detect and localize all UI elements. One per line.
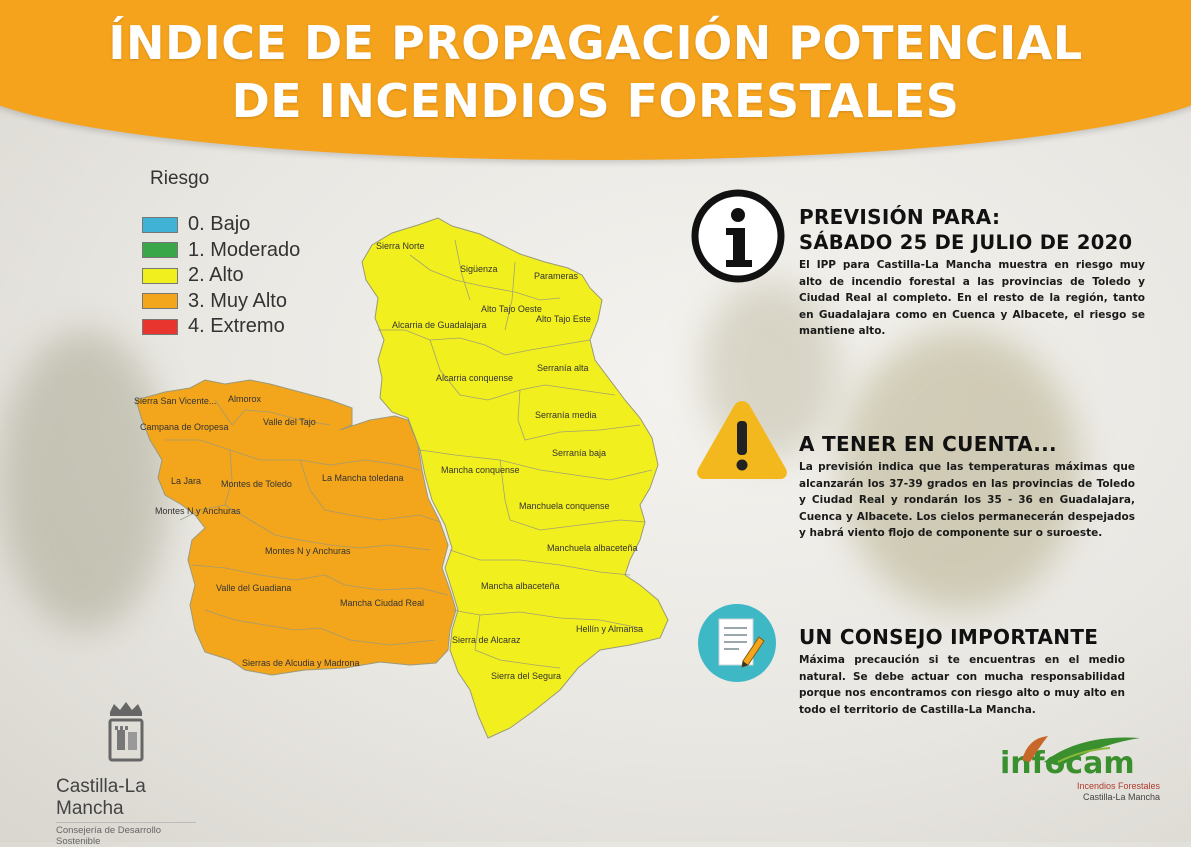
zone-label: Montes de Toledo <box>221 479 292 489</box>
legend-label: 2. Alto <box>188 264 244 287</box>
legend-label: 3. Muy Alto <box>188 289 287 312</box>
background-figure <box>840 330 1080 610</box>
legend-swatch <box>142 242 178 259</box>
warning-text: La previsión indica que las temperaturas… <box>799 461 1135 539</box>
zone-label: Campana de Oropesa <box>140 422 229 432</box>
zone-label: Sierra del Segura <box>491 671 561 681</box>
jccm-name: Castilla-La Mancha <box>56 776 146 819</box>
zone-label: Serranía alta <box>537 363 589 373</box>
jccm-logo: Castilla-La Mancha Consejería de Desarro… <box>56 700 216 847</box>
title-banner <box>0 0 1191 160</box>
legend-item: 2. Alto <box>142 263 300 289</box>
zone-label: Sierra San Vicente... <box>134 396 216 406</box>
zone-label: Serranía media <box>535 410 597 420</box>
zone-label: Alcarria conquense <box>436 373 513 383</box>
zone-label: Sierra Norte <box>376 241 425 251</box>
notepad-icon <box>698 604 776 682</box>
legend-swatch <box>142 216 178 233</box>
zone-label: Sigüenza <box>460 264 498 274</box>
title-line-2: DE INCENDIOS FORESTALES <box>231 74 960 128</box>
forecast-title: PREVISIÓN PARA: <box>799 205 1001 229</box>
zone-label: Mancha Ciudad Real <box>340 598 424 608</box>
zone-label: Mancha albaceteña <box>481 581 560 591</box>
zone-label: Montes N y Anchuras <box>265 546 351 556</box>
legend-item: 4. Extremo <box>142 314 300 340</box>
background-figure <box>0 330 170 630</box>
advice-title: UN CONSEJO IMPORTANTE <box>799 625 1099 649</box>
advice-block: UN CONSEJO IMPORTANTE Máxima precaución … <box>799 625 1125 718</box>
infocam-subtitle: Incendios Forestales <box>1076 781 1160 791</box>
zone-label: Valle del Guadiana <box>216 583 291 593</box>
zone-label: Manchuela albaceteña <box>547 543 638 553</box>
zone-borders <box>165 239 653 669</box>
legend-title: Riesgo <box>150 168 210 189</box>
legend-item: 0. Bajo <box>142 212 300 238</box>
legend-swatch <box>142 318 178 335</box>
zone-label: Valle del Tajo <box>263 417 316 427</box>
zone-label: Sierra de Alcaraz <box>452 635 521 645</box>
forecast-block: PREVISIÓN PARA: SÁBADO 25 DE JULIO DE 20… <box>799 205 1145 340</box>
map-region-alto <box>361 217 669 739</box>
zone-label: Manchuela conquense <box>519 501 610 511</box>
zone-label: Mancha conquense <box>441 465 520 475</box>
zone-label: Almorox <box>228 394 262 404</box>
zone-label: Montes N y Anchuras <box>155 506 241 516</box>
zone-label: Alto Tajo Oeste <box>481 304 542 314</box>
legend-label: 0. Bajo <box>188 213 251 236</box>
forecast-text: El IPP para Castilla-La Mancha muestra e… <box>799 259 1145 337</box>
info-icon <box>691 189 785 283</box>
legend-item: 1. Moderado <box>142 238 300 264</box>
warning-icon <box>697 401 787 479</box>
map-region-muy-alto <box>135 379 457 676</box>
warning-title: A TENER EN CUENTA... <box>799 432 1057 456</box>
jccm-subtitle: Consejería de Desarrollo Sostenible <box>56 822 196 847</box>
map-legend: Riesgo 0. Bajo 1. Moderado 2. Alto 3. Mu… <box>142 168 300 340</box>
zone-label: Alto Tajo Este <box>536 314 591 324</box>
legend-item: 3. Muy Alto <box>142 289 300 315</box>
leaf-swoosh-icon <box>1022 736 1140 766</box>
zone-label: Serranía baja <box>552 448 606 458</box>
legend-swatch <box>142 267 178 284</box>
zone-label: La Mancha toledana <box>322 473 404 483</box>
forecast-date: SÁBADO 25 DE JULIO DE 2020 <box>799 231 1133 254</box>
warning-block: A TENER EN CUENTA... La previsión indica… <box>799 432 1135 542</box>
legend-label: 1. Moderado <box>188 238 301 261</box>
infocam-subtitle-2: Castilla-La Mancha <box>1082 792 1160 802</box>
advice-text: Máxima precaución si te encuentras en el… <box>799 654 1125 716</box>
map-labels: Sierra Norte Sigüenza Parameras Alto Taj… <box>134 241 643 681</box>
infocam-logo: infocam Incendios Forestales Castilla-La… <box>1000 732 1160 803</box>
zone-label: Sierras de Alcudia y Madrona <box>242 658 360 668</box>
zone-label: Alcarria de Guadalajara <box>392 320 487 330</box>
title-line-1: ÍNDICE DE PROPAGACIÓN POTENCIAL <box>108 16 1083 70</box>
castle-crown-icon <box>108 702 144 762</box>
zone-label: La Jara <box>171 476 201 486</box>
zone-label: Hellín y Almansa <box>576 624 643 634</box>
page-title: ÍNDICE DE PROPAGACIÓN POTENCIAL DE INCEN… <box>0 14 1191 130</box>
legend-swatch <box>142 293 178 310</box>
zone-label: Parameras <box>534 271 579 281</box>
legend-label: 4. Extremo <box>188 315 285 338</box>
